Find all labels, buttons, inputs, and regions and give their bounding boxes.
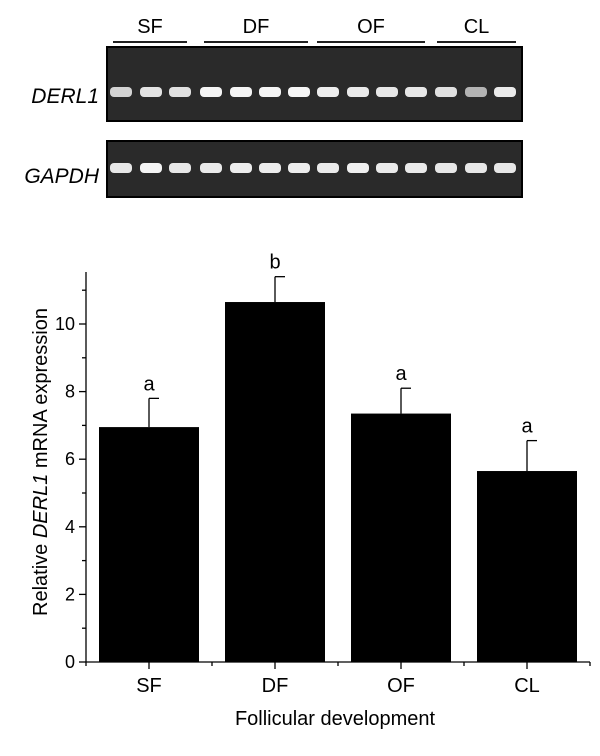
y-tick-label: 6 <box>65 449 75 469</box>
gel-bands-derl1 <box>110 87 516 97</box>
gel-band <box>317 163 339 173</box>
gel-group-label: OF <box>357 16 385 38</box>
error-bars <box>148 276 537 472</box>
x-tick-label: SF <box>136 675 162 697</box>
gel-band <box>405 87 427 97</box>
bar-cl <box>477 471 577 662</box>
y-tick-label: 8 <box>65 382 75 402</box>
gel-band <box>405 163 427 173</box>
gel-band <box>376 87 398 97</box>
gel-band <box>200 87 222 97</box>
gel-band <box>110 163 132 173</box>
gel-band <box>465 163 487 173</box>
gel-band <box>317 87 339 97</box>
gel-band <box>435 87 457 97</box>
gel-band <box>110 87 132 97</box>
y-tick-label: 2 <box>65 584 75 604</box>
significance-letter: a <box>143 373 155 395</box>
gel-band <box>288 163 310 173</box>
gel-group-label: SF <box>137 16 163 38</box>
bar-sf <box>99 427 199 662</box>
y-axis-title-gene: DERL1 <box>30 474 52 538</box>
bar-df <box>225 302 325 662</box>
bars <box>99 302 577 662</box>
y-axis-title-suffix: mRNA expression <box>30 308 52 474</box>
significance-letter: a <box>395 363 407 385</box>
gel-band <box>465 87 487 97</box>
gel-group-label: CL <box>464 16 490 38</box>
gel-band <box>230 87 252 97</box>
gel-label-gapdh: GAPDH <box>24 165 100 188</box>
gel-panel-derl1 <box>106 46 523 122</box>
gel-band <box>169 87 191 97</box>
x-axis-ticks: SF DF OF CL <box>85 662 591 697</box>
bar-chart: a b a a 0 2 4 6 8 10 SF DF OF CL Follicular develop… <box>30 252 591 730</box>
gel-band <box>288 87 310 97</box>
y-tick-label: 4 <box>65 517 75 537</box>
x-tick-label: DF <box>262 675 289 697</box>
gel-group-label: DF <box>243 16 270 38</box>
gel-band <box>259 87 281 97</box>
bar-of <box>351 413 451 662</box>
y-axis-title-prefix: Relative <box>30 538 52 616</box>
x-axis-title: Follicular development <box>235 708 436 730</box>
y-axis-title: Relative DERL1 mRNA expression <box>30 308 52 616</box>
gel-band <box>230 163 252 173</box>
gel-group-headers: SF DF OF CL <box>113 16 516 43</box>
gel-image: SF DF OF CL DERL1 GAPDH <box>24 16 523 198</box>
significance-letter: a <box>521 416 533 438</box>
gel-label-derl1: DERL1 <box>31 85 99 108</box>
x-tick-label: OF <box>387 675 415 697</box>
y-axis-ticks: 0 2 4 6 8 10 <box>55 289 86 672</box>
x-tick-label: CL <box>514 675 540 697</box>
gel-bands-gapdh <box>110 163 516 173</box>
gel-band <box>376 163 398 173</box>
significance-letter: b <box>269 252 280 274</box>
gel-band <box>169 163 191 173</box>
gel-band <box>140 87 162 97</box>
gel-band <box>200 163 222 173</box>
gel-band <box>494 163 516 173</box>
gel-band <box>259 163 281 173</box>
y-tick-label: 10 <box>55 314 75 334</box>
gel-band <box>140 163 162 173</box>
gel-band <box>347 87 369 97</box>
gel-band <box>347 163 369 173</box>
gel-band <box>435 163 457 173</box>
significance-labels: a b a a <box>143 252 533 438</box>
gel-band <box>494 87 516 97</box>
y-tick-label: 0 <box>65 652 75 672</box>
